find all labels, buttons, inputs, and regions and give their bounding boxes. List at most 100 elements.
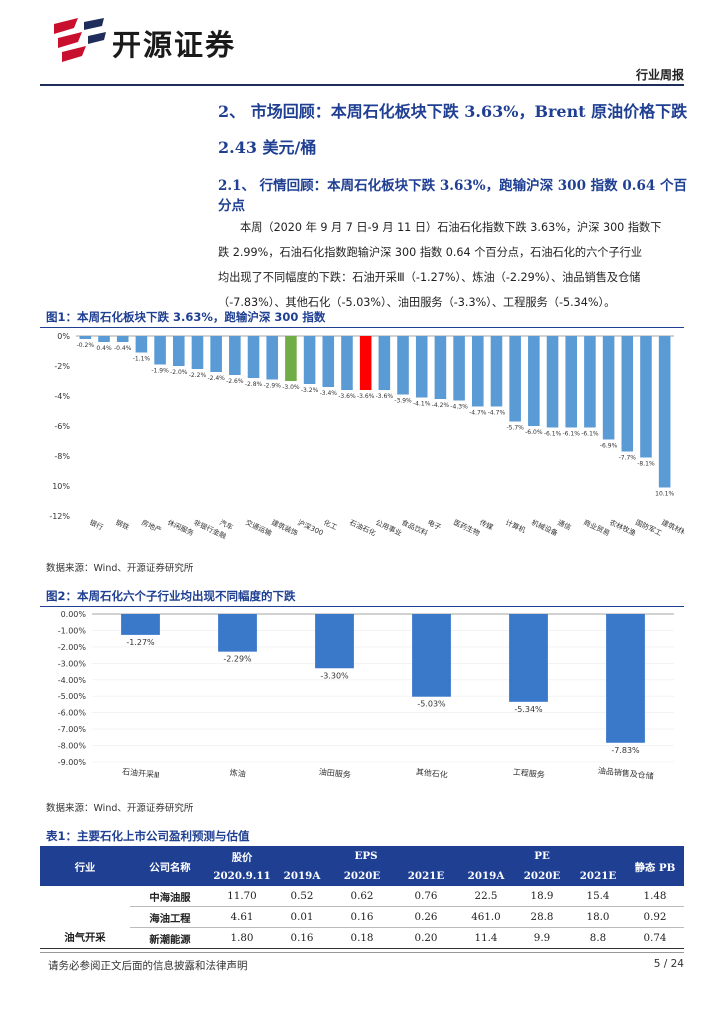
eps-cell: 0.52	[290, 890, 314, 902]
table-row: 油气开采 中海油服 11.70 0.52 0.62 0.76 22.5 18.9…	[40, 886, 684, 944]
price-cell: 11.70	[227, 890, 257, 902]
bar	[415, 336, 428, 398]
header-divider	[40, 84, 684, 86]
y-tick-label: -2%	[54, 362, 70, 371]
data-label: -4.1%	[413, 401, 431, 408]
pb-cell: 0.92	[643, 911, 667, 923]
data-label: -2.4%	[207, 375, 225, 382]
col-eps: EPS	[274, 846, 458, 866]
market-review-paragraph: 本周（2020 年 9 月 7 日-9 月 11 日）石油石化指数下跌 3.63…	[218, 215, 688, 315]
subsection-heading-line2: 分点	[218, 198, 245, 214]
data-label: -3.2%	[301, 387, 319, 394]
data-label: -2.0%	[170, 369, 188, 376]
data-label: -4.2%	[432, 402, 450, 409]
y-tick-label: -8.00%	[58, 742, 87, 751]
category-label: 农林牧渔	[608, 518, 637, 538]
col-price-date: 2020.9.11	[210, 866, 274, 886]
figure2-title: 图2：本周石化六个子行业均出现不同幅度的下跌	[46, 589, 296, 603]
category-label: 国防军工	[634, 518, 663, 538]
bar	[98, 336, 110, 342]
y-tick-label: -12%	[49, 512, 70, 521]
category-label: 钢铁	[114, 518, 130, 532]
data-label: -6.0%	[525, 429, 543, 436]
col-pb: 静态 PB	[626, 846, 684, 886]
bar	[341, 336, 353, 390]
data-label: -6.9%	[600, 443, 618, 450]
col-year: 2020E	[330, 866, 394, 886]
y-tick-label: 0.00%	[61, 610, 87, 619]
pb-cell: 0.74	[643, 932, 667, 944]
paragraph-line: （-7.83%）、其他石化（-5.03%）、油田服务（-3.3%）、工程服务（-…	[218, 296, 616, 309]
figure1-title: 图1：本周石化板块下跌 3.63%，跑输沪深 300 指数	[46, 310, 326, 324]
bar	[606, 614, 645, 743]
bar	[229, 336, 241, 375]
category-label: 建筑装饰	[270, 518, 299, 538]
col-year: 2019A	[458, 866, 514, 886]
price-cell: 1.80	[230, 932, 254, 944]
bar	[602, 336, 615, 440]
brand-name: 开源证券	[112, 28, 237, 62]
data-label: -4.3%	[450, 404, 468, 411]
bar	[471, 336, 484, 407]
data-label: -3.6%	[338, 393, 356, 400]
data-label: -3.6%	[357, 393, 375, 400]
category-label: 沪深300	[296, 518, 325, 538]
bar	[490, 336, 503, 407]
category-label: 商业贸易	[582, 518, 611, 538]
category-label: 工程服务	[512, 766, 545, 779]
bar	[135, 336, 148, 353]
bar	[303, 336, 316, 384]
section-heading-line1: 2、 市场回顾：本周石化板块下跌 3.63%，Brent 原油价格下跌	[218, 102, 688, 121]
bar	[565, 336, 578, 428]
company-cell: 海油工程	[149, 912, 191, 925]
logo	[48, 16, 288, 64]
table1-title: 表1：主要石化上市公司盈利预测与估值	[46, 829, 250, 843]
data-label: -3.0%	[282, 384, 300, 391]
data-label: -6.1%	[563, 431, 581, 438]
bar	[154, 336, 166, 365]
data-label: -2.9%	[264, 383, 282, 390]
bar	[79, 336, 92, 339]
data-label: -2.6%	[226, 378, 244, 385]
pe-cell: 18.9	[530, 890, 554, 902]
eps-cell: 0.16	[290, 932, 314, 944]
paragraph-line: 均出现了不同幅度的下跌：石油开采Ⅲ（-1.27%）、炼油（-2.29%）、油品销…	[218, 271, 641, 284]
bar	[509, 336, 521, 422]
table-row: 海油工程 4.61 0.01 0.16 0.26 461.0 28.8 18.0…	[40, 907, 684, 928]
footer-disclaimer: 请务必参阅正文后面的信息披露和法律声明	[48, 960, 248, 972]
data-label: 10.1%	[655, 491, 674, 498]
category-label: 计算机	[504, 518, 527, 535]
bar	[434, 336, 447, 399]
figure1-chart: 0% -2% -4% -6% -8% 10% -12% -0.2% 0.4% -0.4%-1.1%…	[49, 332, 684, 541]
category-label: 食品饮料	[400, 518, 429, 538]
page-number: 5 / 24	[653, 958, 684, 970]
data-label: -5.34%	[514, 705, 543, 714]
bar	[266, 336, 279, 380]
bar	[640, 336, 652, 458]
figure2-source: 数据来源：Wind、开源证券研究所	[46, 803, 194, 814]
bar	[378, 336, 391, 390]
price-cell: 4.61	[230, 911, 254, 923]
data-label: -6.1%	[544, 431, 562, 438]
bar	[191, 336, 204, 369]
data-label: -2.8%	[245, 381, 263, 388]
data-label: -0.4%	[114, 345, 132, 352]
category-label: 公用事业	[374, 518, 403, 538]
y-tick-label: -4%	[54, 392, 70, 401]
category-label: 交通运输	[244, 518, 273, 538]
data-label: -3.4%	[320, 390, 338, 397]
category-label: 房地产	[140, 518, 163, 535]
eps-cell: 0.18	[350, 932, 374, 944]
data-label: -6.1%	[581, 431, 599, 438]
data-label: -1.9%	[151, 368, 169, 375]
y-tick-label: -2.00%	[58, 643, 87, 652]
category-label: 其他石化	[415, 766, 448, 779]
data-label: -4.7%	[469, 410, 487, 417]
figure1-source: 数据来源：Wind、开源证券研究所	[46, 563, 194, 574]
y-tick-label: 10%	[52, 482, 70, 491]
bar	[247, 336, 260, 378]
bar	[285, 336, 297, 381]
pe-cell: 461.0	[471, 911, 501, 923]
category-label: 建筑材料	[660, 518, 684, 538]
pe-cell: 28.8	[530, 911, 554, 923]
